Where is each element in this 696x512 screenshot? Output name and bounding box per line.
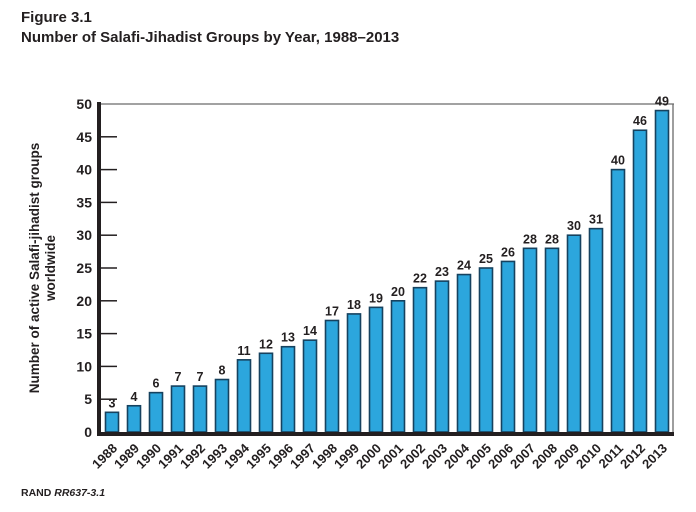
bar-2002 [412,286,428,433]
bar-2001 [390,300,406,433]
source-document-id: RR637-3.1 [54,487,106,499]
bar-1988 [104,411,120,433]
bar-2012 [632,129,648,433]
bar-value-label-1989: 4 [131,390,138,404]
y-tick-label: 10 [76,358,92,374]
y-tick-label: 50 [76,96,92,112]
y-tick-label: 0 [84,424,92,440]
bar-1999 [346,313,362,433]
y-tick-label: 30 [76,227,92,243]
y-tick-label: 20 [76,293,92,309]
bar-value-label-2011: 40 [611,154,625,168]
bar-value-label-2000: 19 [369,291,383,305]
bar-1998 [324,319,340,433]
y-axis-title-line-1: Number of active Salafi-jihadist groups [27,143,42,394]
x-tick-label-2013: 2013 [639,441,670,472]
y-axis-line [97,102,101,436]
bar-value-label-1993: 8 [219,364,226,378]
y-tick-label: 45 [76,129,92,145]
bar-1990 [148,391,164,433]
bar-2003 [434,280,450,433]
bar-1991 [170,385,186,433]
bar-value-label-2009: 30 [567,219,581,233]
bar-1992 [192,385,208,433]
bar-1989 [126,404,142,433]
bar-value-label-1997: 14 [303,324,317,338]
x-axis-line [97,432,674,436]
bar-2013 [654,109,670,433]
bar-2011 [610,168,626,433]
bar-2004 [456,273,472,433]
bar-value-label-1990: 6 [153,377,160,391]
bar-value-label-1995: 12 [259,337,273,351]
y-tick-label: 5 [84,391,92,407]
bar-value-label-2013: 49 [655,95,669,109]
y-axis-title-line-2: worldwide [43,235,58,302]
bar-value-label-1998: 17 [325,304,339,318]
bar-chart: 0510152025303540455031988419896199071991… [27,95,674,472]
bar-value-label-2005: 25 [479,252,493,266]
bar-value-label-1994: 11 [237,344,250,358]
bar-2000 [368,306,384,433]
bar-value-label-2012: 46 [633,114,647,128]
bar-value-label-1988: 3 [109,396,116,410]
y-tick-label: 40 [76,162,92,178]
bar-value-label-2002: 22 [413,272,427,286]
figure-number: Figure 3.1 [21,9,92,26]
bar-value-label-1992: 7 [197,370,204,384]
bar-1993 [214,378,230,433]
bar-1995 [258,352,274,433]
bar-1994 [236,359,252,433]
bar-value-label-2001: 20 [391,285,405,299]
bar-value-label-1996: 13 [281,331,295,345]
figure-title: Number of Salafi-Jihadist Groups by Year… [21,29,400,46]
bar-2008 [544,247,560,433]
bar-value-label-2007: 28 [523,232,537,246]
figure-header: Figure 3.1 Number of Salafi-Jihadist Gro… [21,8,399,48]
figure-source: RAND RR637-3.1 [21,487,105,499]
y-tick-label: 35 [76,194,92,210]
bar-value-label-1999: 18 [347,298,361,312]
bar-2009 [566,234,582,433]
source-rand: RAND [21,487,55,499]
bar-value-label-1991: 7 [175,370,182,384]
bar-2007 [522,247,538,433]
bar-value-label-2003: 23 [435,265,449,279]
y-tick-label: 25 [76,260,92,276]
bar-value-label-2010: 31 [589,213,603,227]
bar-2006 [500,260,516,433]
y-tick-label: 15 [76,326,92,342]
bar-1996 [280,345,296,433]
bar-2005 [478,267,494,433]
bar-value-label-2008: 28 [545,232,559,246]
bar-value-label-2004: 24 [457,259,471,273]
bar-value-label-2006: 26 [501,245,515,259]
bar-1997 [302,339,318,433]
bar-2010 [588,227,604,433]
